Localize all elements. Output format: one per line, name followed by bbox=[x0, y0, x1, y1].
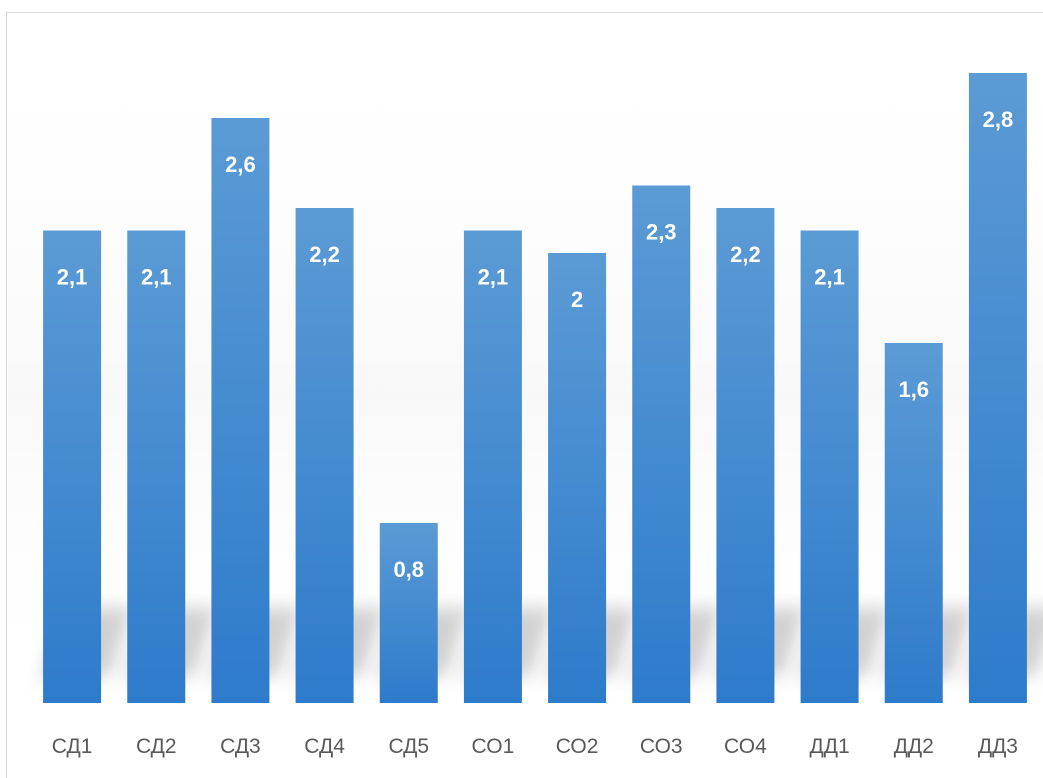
data-label: 2 bbox=[571, 287, 583, 312]
chart-frame bbox=[6, 12, 1043, 778]
bar bbox=[211, 118, 270, 703]
data-label: 2,2 bbox=[309, 242, 340, 267]
bar bbox=[800, 230, 859, 703]
category-tick-label: СО2 bbox=[556, 735, 599, 758]
category-tick-label: ДД1 bbox=[810, 735, 850, 758]
data-label: 2,8 bbox=[983, 107, 1014, 132]
data-label: 1,6 bbox=[898, 377, 929, 402]
category-tick-label: СД1 bbox=[52, 735, 93, 758]
category-labels-group: СД1 СД2 СД3 СД4 СД5 СО1 СО2 СО3 СО4 ДД1 ДД2 ДД3 bbox=[52, 735, 1018, 758]
data-label: 2,6 bbox=[225, 152, 256, 177]
category-tick-label: СД3 bbox=[220, 735, 261, 758]
bar bbox=[43, 230, 102, 703]
category-tick-label: ДД2 bbox=[894, 735, 934, 758]
bar bbox=[295, 208, 354, 703]
category-tick-label: СД5 bbox=[388, 735, 429, 758]
data-label: 0,8 bbox=[393, 557, 424, 582]
bar bbox=[968, 73, 1027, 703]
category-tick-label: СД2 bbox=[136, 735, 177, 758]
bar bbox=[379, 523, 438, 703]
category-tick-label: СО1 bbox=[472, 735, 515, 758]
category-tick-label: СО4 bbox=[724, 735, 767, 758]
bar bbox=[548, 253, 607, 703]
category-tick-label: ДД3 bbox=[978, 735, 1018, 758]
bar bbox=[716, 208, 775, 703]
value-labels-group: 2,1 2,1 2,6 2,2 0,8 2,1 2 2,3 2,2 2,1 1,6 2,8 bbox=[57, 107, 1013, 582]
bars-group bbox=[43, 73, 1027, 703]
data-label: 2,1 bbox=[141, 265, 172, 290]
data-label: 2,3 bbox=[646, 220, 677, 245]
bar bbox=[127, 230, 186, 703]
bar bbox=[884, 343, 943, 703]
category-tick-label: СО3 bbox=[640, 735, 683, 758]
bar bbox=[632, 185, 691, 703]
data-label: 2,1 bbox=[478, 265, 509, 290]
bar bbox=[463, 230, 522, 703]
data-label: 2,2 bbox=[730, 242, 761, 267]
category-tick-label: СД4 bbox=[304, 735, 345, 758]
data-label: 2,1 bbox=[57, 265, 88, 290]
data-label: 2,1 bbox=[814, 265, 845, 290]
